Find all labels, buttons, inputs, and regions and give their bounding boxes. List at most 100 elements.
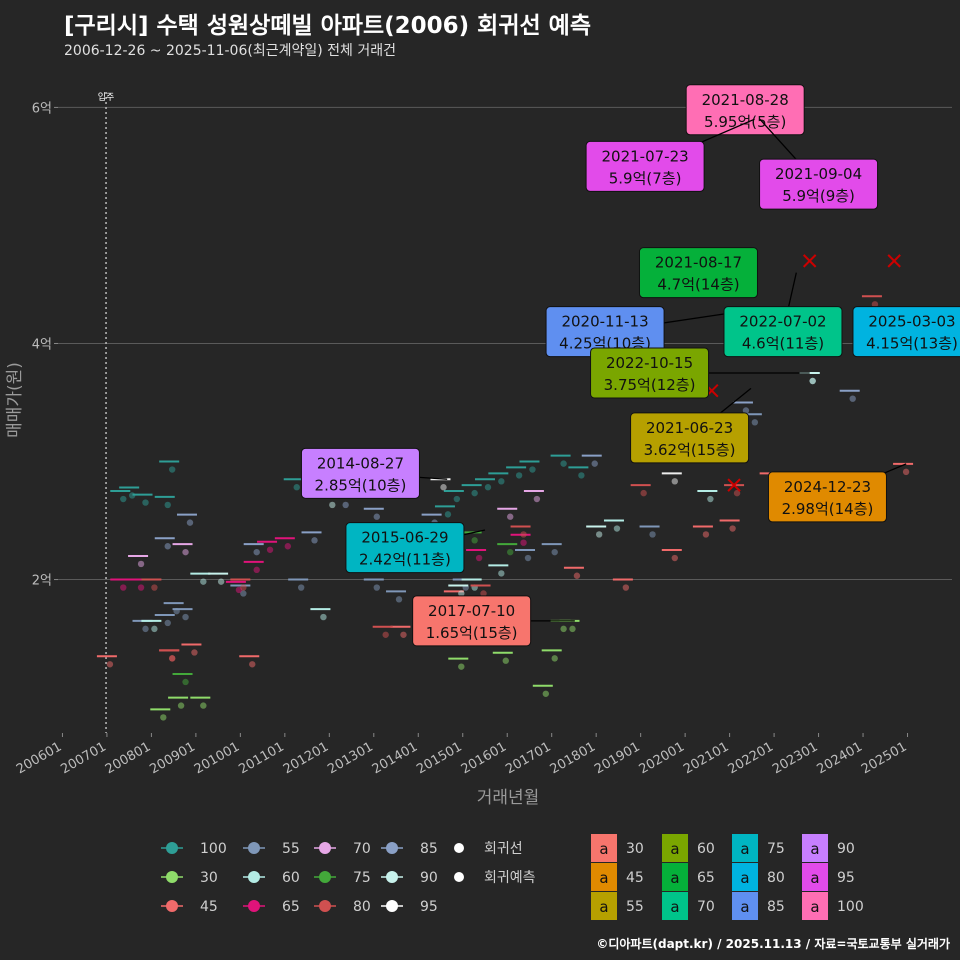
legend-floor-label: 70: [697, 899, 715, 915]
callout-date: 2022-10-15: [606, 354, 693, 372]
callout-price: 2.85억(10층): [315, 476, 407, 494]
legend-size-label: 65: [282, 899, 300, 915]
x-tick-label: 201601: [459, 739, 509, 777]
x-tick-label: 200801: [103, 739, 153, 777]
trade-point-75: [471, 537, 478, 544]
callout-box: [412, 595, 532, 647]
legend-floor-glyph: a: [810, 840, 819, 858]
callout-box: [685, 84, 805, 136]
legend-floor-box: [802, 892, 828, 920]
trade-point-65: [266, 546, 274, 553]
trade-point-100: [164, 501, 171, 509]
legend-key-dot: [386, 900, 398, 912]
legend-size-label: 30: [200, 870, 218, 886]
legend-floor-glyph: a: [670, 898, 679, 916]
trade-point-70: [533, 495, 541, 503]
legend-floor-box: [591, 834, 617, 862]
trade-point-65: [137, 584, 145, 591]
callout-date: 2021-06-23: [646, 419, 733, 437]
legend-floor-box: [732, 834, 758, 862]
callout-price: 4.6억(11층): [742, 335, 824, 353]
callout-box: [723, 306, 843, 358]
trade-point-60: [613, 525, 621, 532]
legend-key-dot: [248, 871, 260, 883]
trade-point-65: [475, 554, 483, 562]
callout-date: 2014-08-27: [317, 454, 404, 472]
trade-point-80: [480, 590, 487, 597]
trade-point-60: [320, 613, 327, 621]
legend-floor-box: [662, 863, 688, 891]
regression-mark: [802, 254, 817, 268]
callout-date: 2022-07-02: [739, 313, 826, 331]
callout-box: [585, 140, 705, 192]
legend-floor-glyph: a: [599, 869, 608, 887]
callout-date: 2021-08-28: [702, 91, 789, 109]
legend-floor-box: [802, 834, 828, 862]
trade-point-30: [160, 714, 167, 721]
chart-title: [구리시] 수택 성원상떼빌 아파트(2006) 회귀선 예측: [64, 13, 591, 39]
trade-point-55: [373, 584, 380, 591]
legend-line-label: 회귀예측: [484, 870, 536, 886]
legend-floor-label: 80: [767, 870, 785, 886]
legend-size-label: 45: [200, 899, 218, 915]
legend-key-dot: [248, 900, 260, 912]
trade-point-100: [453, 495, 461, 503]
legend-floor-box: [662, 892, 688, 920]
trade-point-85: [742, 407, 750, 414]
trade-point-80: [733, 489, 741, 497]
trade-point-95: [671, 478, 678, 485]
x-tick-label: 201301: [325, 739, 375, 777]
legend-floor-glyph: a: [810, 898, 819, 916]
trade-point-60: [200, 578, 207, 585]
callout-date: 2015-06-29: [361, 529, 448, 547]
trade-point-55: [182, 613, 189, 621]
trade-point-45: [622, 584, 630, 591]
trade-point-30: [200, 702, 207, 709]
legend-size-label: 100: [200, 841, 227, 857]
trade-point-80: [240, 584, 247, 591]
trade-point-100: [471, 489, 478, 497]
callout-price: 2.42억(11층): [359, 551, 451, 569]
trade-point-90: [217, 578, 225, 585]
trade-point-100: [484, 484, 492, 491]
legend-floor-glyph: a: [810, 869, 819, 887]
legend-size-label: 75: [353, 870, 371, 886]
x-tick-label: 201901: [592, 739, 642, 777]
callout-price: 4.7억(14층): [657, 276, 739, 294]
callout-box: [345, 522, 465, 574]
x-tick-label: 202201: [726, 739, 776, 777]
legend-floor-box: [732, 892, 758, 920]
trade-point-45: [106, 661, 114, 668]
regression-mark: [727, 478, 741, 492]
trade-point-55: [240, 590, 247, 597]
legend-key-dot: [319, 900, 331, 912]
legend-floor-glyph: a: [740, 898, 749, 916]
legend-floor-label: 90: [837, 841, 855, 857]
trade-point-30: [551, 655, 558, 662]
legend-floor-box: [591, 863, 617, 891]
legend-floor-glyph: a: [599, 840, 608, 858]
legend-size-label: 70: [353, 841, 371, 857]
trade-point-80: [151, 584, 158, 591]
trade-point-30: [458, 663, 465, 670]
trade-point-100: [444, 511, 452, 518]
y-tick-label: 2억: [32, 574, 52, 589]
x-tick-label: 201701: [503, 739, 553, 777]
occupancy-label: 입주: [98, 91, 115, 103]
legend-size-label: 60: [282, 870, 300, 886]
callout-date: 2021-08-17: [655, 254, 742, 272]
legend-floor-label: 45: [626, 870, 644, 886]
trade-point-70: [507, 513, 514, 520]
regression-mark: [887, 254, 901, 268]
x-tick-label: 201801: [548, 739, 598, 777]
y-axis: 2억 4억 6억: [32, 101, 58, 589]
callout-box: [590, 347, 710, 399]
trade-point-100: [293, 484, 300, 491]
trade-point-90: [458, 590, 465, 597]
callout-date: 2024-12-23: [784, 478, 871, 496]
callout-price: 1.65억(15층): [426, 624, 518, 642]
legend-floor-glyph: a: [670, 840, 679, 858]
y-axis-label: 매매가(원): [5, 362, 25, 438]
trade-point-100: [560, 460, 567, 467]
